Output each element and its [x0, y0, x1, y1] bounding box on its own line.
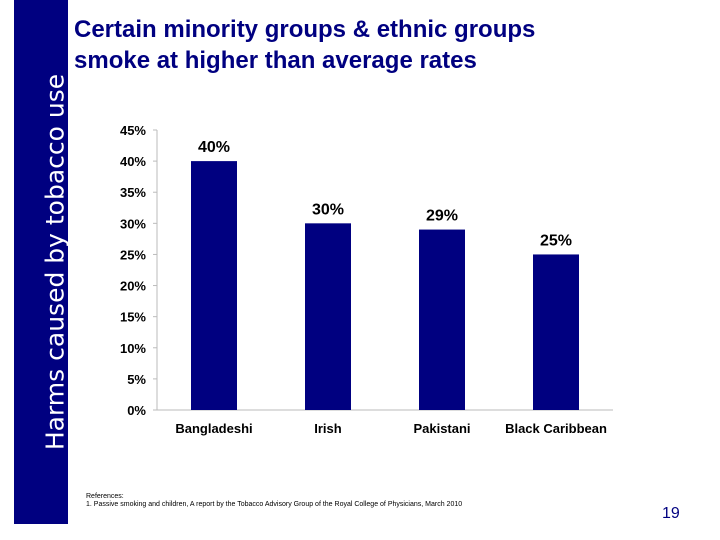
y-tick-label: 5%	[127, 372, 146, 387]
y-tick-label: 25%	[120, 247, 146, 262]
y-tick-label: 15%	[120, 310, 146, 325]
category-label: Bangladeshi	[175, 421, 252, 436]
y-tick-label: 35%	[120, 185, 146, 200]
y-tick-label: 40%	[120, 154, 146, 169]
y-tick-label: 0%	[127, 403, 146, 418]
slide-title-line-1: Certain minority groups & ethnic groups	[74, 16, 536, 43]
category-label: Black Caribbean	[505, 421, 607, 436]
bar-chart: 0% 5% 10% 15% 20% 25% 30% 35% 40% 45% 40% 30% 29% 25…	[120, 123, 613, 436]
y-axis-ticks: 0% 5% 10% 15% 20% 25% 30% 35% 40% 45%	[120, 123, 157, 418]
category-labels: Bangladeshi Irish Pakistani Black Caribbean	[175, 421, 607, 436]
category-label: Irish	[314, 421, 342, 436]
bar	[305, 223, 351, 410]
y-tick-label: 10%	[120, 341, 146, 356]
y-tick-label: 30%	[120, 216, 146, 231]
references: References: 1. Passive smoking and child…	[86, 493, 606, 509]
bars	[191, 161, 579, 410]
y-tick-label: 20%	[120, 279, 146, 294]
y-tick-label: 45%	[120, 123, 146, 138]
data-labels: 40% 30% 29% 25%	[198, 139, 572, 249]
category-label: Pakistani	[413, 421, 470, 436]
data-label: 40%	[198, 139, 230, 156]
data-label: 25%	[540, 232, 572, 249]
slide-title: Certain minority groups & ethnic groups …	[74, 14, 634, 76]
bar	[419, 229, 465, 410]
references-heading: References:	[86, 493, 124, 500]
page-number: 19	[662, 505, 680, 522]
sidebar-banner: Harms caused by tobacco use	[14, 0, 70, 524]
reference-item: 1. Passive smoking and children, A repor…	[86, 501, 463, 508]
data-label: 30%	[312, 201, 344, 218]
bar	[533, 254, 579, 410]
data-label: 29%	[426, 208, 458, 225]
slide-title-line-2: smoke at higher than average rates	[74, 47, 477, 74]
bar	[191, 161, 237, 410]
sidebar-title: Harms caused by tobacco use	[40, 73, 70, 451]
